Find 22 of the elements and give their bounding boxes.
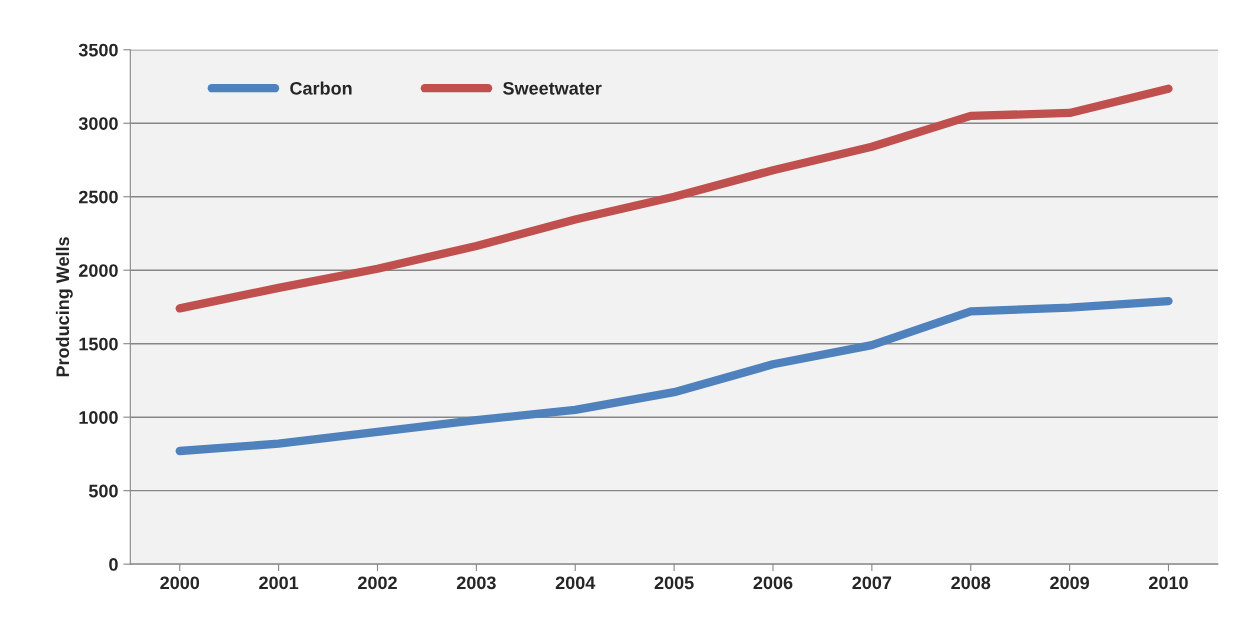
x-tick-label: 2002 [358,576,397,590]
y-axis-title: Producing Wells [55,237,73,377]
y-tick-label: 3000 [78,117,118,130]
y-tick-label: 3500 [78,43,118,57]
y-tick-label: 1000 [79,411,118,424]
y-tick-label: 2500 [78,190,118,204]
y-tick-label: 2000 [78,264,118,277]
x-tick-label: 2004 [555,576,596,590]
x-tick-label: 2003 [456,576,496,590]
y-tick-label: 0 [109,558,118,571]
x-tick-label: 2010 [1149,576,1188,590]
legend-label: Carbon [290,81,352,95]
x-tick-label: 2009 [1050,576,1090,590]
x-tick-label: 2000 [160,576,200,590]
y-tick-label: 1500 [79,337,118,351]
x-tick-label: 2007 [852,576,892,590]
x-tick-label: 2008 [951,576,991,590]
legend-label: Sweetwater [503,81,602,95]
x-tick-label: 2006 [753,576,793,590]
x-tick-label: 2001 [259,576,299,590]
x-tick-label: 2005 [654,576,694,590]
y-tick-label: 500 [88,484,118,498]
